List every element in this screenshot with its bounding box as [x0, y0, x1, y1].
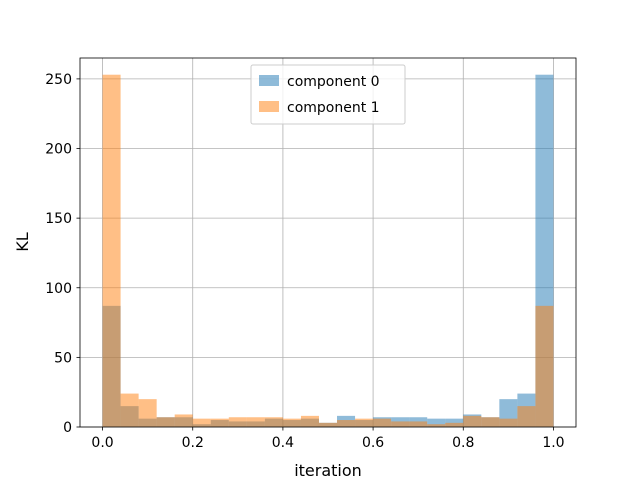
ticks: 0.0 0.2 0.4 0.6 0.8 1.0 0 50 100 150 200 250	[45, 72, 564, 451]
bar-series-1-bin-21	[481, 417, 500, 427]
x-tick-label: 0.0	[91, 435, 113, 451]
legend-swatch-1	[259, 101, 279, 112]
y-tick-label: 250	[45, 72, 72, 88]
y-tick-label: 200	[45, 142, 72, 158]
legend: component 0 component 1	[250, 64, 406, 125]
legend-label-0: component 0	[287, 74, 380, 90]
bar-series-1-bin-12	[318, 422, 338, 427]
bar-series-1-bin-4	[174, 414, 193, 427]
plot-frame	[79, 57, 577, 428]
bars	[102, 74, 554, 427]
bar-series-1-bin-17	[409, 421, 428, 427]
bar-series-1-bin-8	[246, 417, 265, 427]
y-tick-label: 150	[45, 211, 72, 227]
x-axis-label: iteration	[294, 461, 362, 480]
bar-series-1-bin-0	[102, 74, 121, 427]
axes	[79, 57, 577, 428]
y-axis-label: KL	[13, 232, 32, 251]
legend-swatch-0	[259, 75, 279, 86]
bar-series-0-bin-18	[427, 418, 446, 427]
bar-series-1-bin-13	[337, 420, 356, 427]
bar-series-1-bin-24	[535, 305, 554, 427]
bar-series-1-bin-2	[138, 399, 157, 427]
x-tick-label: 0.4	[272, 435, 294, 451]
bar-series-1-bin-11	[300, 415, 319, 427]
bar-series-1-bin-5	[192, 418, 211, 427]
bar-series-1-bin-15	[373, 418, 392, 427]
bar-series-1-bin-3	[156, 417, 175, 427]
bar-series-1-bin-23	[517, 406, 536, 427]
y-tick-label: 0	[63, 420, 72, 436]
bar-series-1-bin-19	[445, 422, 464, 427]
bar-series-1-bin-20	[463, 415, 482, 427]
bar-series-1-bin-7	[228, 417, 247, 427]
x-tick-label: 0.8	[452, 435, 474, 451]
y-tick-label: 50	[54, 350, 72, 366]
bar-series-1-bin-9	[264, 417, 283, 427]
legend-label-1: component 1	[287, 100, 380, 116]
bar-series-1-bin-14	[355, 418, 374, 427]
x-tick-label: 0.2	[182, 435, 204, 451]
bar-series-1-bin-1	[120, 393, 139, 427]
y-tick-label: 100	[45, 281, 72, 297]
bar-series-1-bin-6	[210, 418, 229, 427]
x-tick-label: 0.6	[362, 435, 384, 451]
bar-series-1-bin-22	[499, 418, 518, 427]
bar-series-1-bin-16	[391, 421, 410, 427]
x-tick-label: 1.0	[542, 435, 564, 451]
bar-series-1-bin-18	[427, 424, 446, 427]
bar-series-1-bin-10	[282, 418, 301, 427]
legend-box	[250, 64, 406, 125]
